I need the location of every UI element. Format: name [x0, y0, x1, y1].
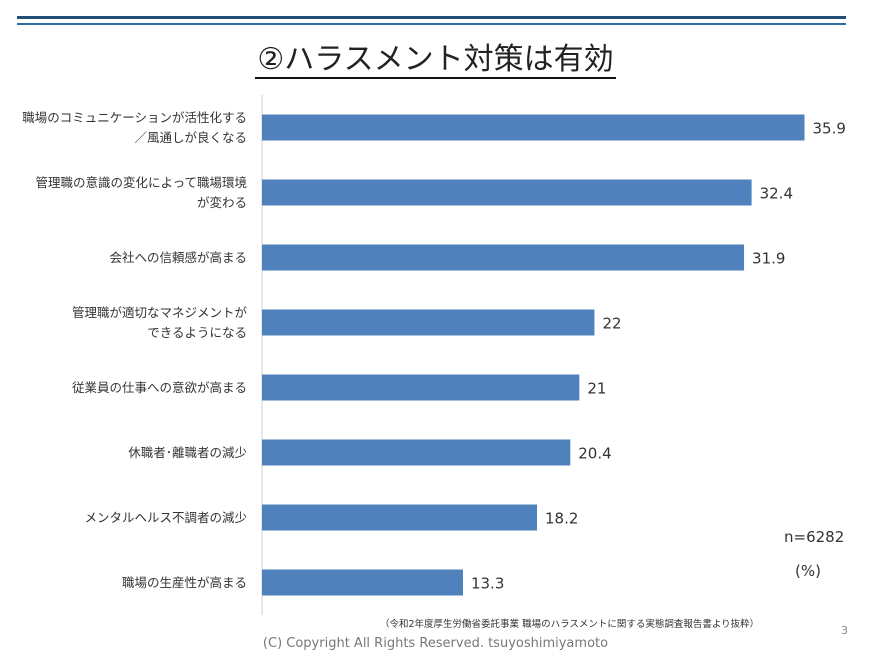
category-label-line: 職場のコミュニケーションが活性化する	[22, 109, 247, 125]
category-label: 管理職が適切なマネジメントができるようになる	[72, 303, 247, 343]
data-label: 31.9	[752, 250, 785, 268]
category-label: 休職者･離職者の減少	[128, 443, 247, 463]
data-label: 32.4	[760, 185, 793, 203]
bar	[262, 244, 745, 271]
data-label: 13.3	[471, 575, 504, 593]
bar	[262, 114, 805, 141]
data-label: 35.9	[812, 120, 845, 138]
category-label-line: が変わる	[196, 194, 247, 210]
page-number: 3	[841, 624, 848, 637]
category-label: メンタルヘルス不調者の減少	[84, 508, 247, 528]
header-rule-thick	[17, 16, 846, 19]
category-label-line: メンタルヘルス不調者の減少	[84, 509, 247, 525]
category-label: 従業員の仕事への意欲が高まる	[72, 378, 247, 398]
category-label-line: 職場の生産性が高まる	[121, 574, 247, 590]
bar	[262, 569, 463, 596]
category-label-line: ／風通しが良くなる	[134, 129, 247, 145]
slide-title: ②ハラスメント対策は有効	[255, 42, 616, 79]
source-note: （令和2年度厚生労働省委託事業 職場のハラスメントに関する実態調査報告書より抜粋…	[380, 619, 760, 630]
data-label: 22	[602, 315, 621, 333]
bar	[262, 179, 752, 206]
data-label: 21	[587, 380, 606, 398]
category-label-line: 会社への信頼感が高まる	[109, 249, 247, 265]
sample-size: n=6282	[784, 528, 845, 546]
bar	[262, 374, 580, 401]
header-rule-thin	[17, 23, 846, 25]
category-label: 管理職の意識の変化によって職場環境が変わる	[35, 173, 247, 213]
category-label: 職場のコミュニケーションが活性化する ／風通しが良くなる	[22, 108, 247, 148]
category-label: 職場の生産性が高まる	[122, 573, 247, 593]
data-label: 20.4	[578, 445, 611, 463]
category-label-line: 休職者･離職者の減少	[128, 444, 247, 460]
category-label-line: 従業員の仕事への意欲が高まる	[71, 379, 247, 395]
bar	[262, 504, 538, 531]
category-label-line: 管理職の意識の変化によって職場環境	[35, 174, 247, 190]
bar	[262, 309, 595, 336]
unit-label: (%)	[795, 562, 821, 580]
bar	[262, 439, 571, 466]
slide-title-wrap: ②ハラスメント対策は有効	[0, 34, 871, 79]
data-label: 18.2	[545, 510, 578, 528]
category-label: 会社への信頼感が高まる	[109, 248, 247, 268]
copyright: (C) Copyright All Rights Reserved. tsuyo…	[262, 636, 609, 651]
category-label-line: 管理職が適切なマネジメントが	[71, 304, 247, 320]
category-label-line: できるようになる	[147, 324, 247, 340]
